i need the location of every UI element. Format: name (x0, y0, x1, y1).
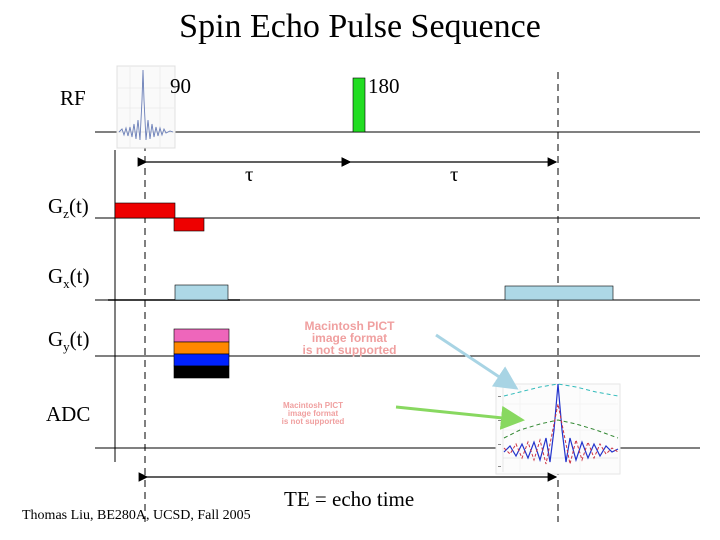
pict1-line3: is not supported (302, 343, 397, 357)
gz-slice-select-lobe (114, 202, 176, 219)
gz-label-suffix: (t) (68, 194, 89, 218)
gy-step-3 (173, 353, 230, 367)
pict-placeholder-1: Macintosh PICT image format is not suppo… (262, 320, 437, 356)
gy-label-suffix: (t) (69, 327, 90, 351)
pict1-line2: image format (311, 331, 388, 345)
pict-placeholder-2: Macintosh PICT image format is not suppo… (258, 402, 368, 426)
pict1-line1: Macintosh PICT (304, 319, 395, 333)
gy-step-2 (173, 341, 230, 355)
gx-prephaser-lobe (174, 284, 229, 301)
rf-sinc-thumbnail (116, 65, 176, 149)
green-pointer-arrow (395, 405, 525, 430)
tau1-label: τ (245, 162, 254, 186)
gy-step-4 (173, 365, 230, 379)
gx-label-base: G (48, 264, 64, 288)
gy-label-sub: y (63, 339, 70, 355)
page-title: Spin Echo Pulse Sequence (179, 8, 541, 45)
gz-label-base: G (48, 194, 64, 218)
gx-label-suffix: (t) (69, 264, 90, 288)
pulse-180-label: 180 (368, 74, 400, 98)
gy-label-base: G (48, 327, 64, 351)
rf-180-pulse (352, 77, 366, 133)
pict2-line3: is not supported (281, 417, 345, 426)
gx-readout-lobe (504, 285, 614, 301)
pict2-line2: image format (287, 409, 339, 418)
pict2-line1: Macintosh PICT (282, 401, 343, 410)
pulse-90-label: 90 (170, 74, 191, 98)
adc-row-label: ADC (46, 402, 91, 426)
gy-step-1 (173, 328, 230, 343)
gx-label-sub: x (63, 276, 70, 292)
gz-refocus-lobe (173, 217, 205, 232)
blue-pointer-arrow (435, 333, 519, 390)
rf-row-label: RF (60, 86, 86, 110)
gy-row-label: Gy(t) (48, 327, 90, 355)
te-label: TE = echo time (284, 487, 415, 511)
tau2-label: τ (450, 162, 459, 186)
gx-row-label: Gx(t) (48, 264, 90, 292)
echo-signal-plot (495, 383, 621, 475)
gz-row-label: Gz(t) (48, 194, 89, 222)
gz-label-sub: z (63, 206, 69, 222)
author-credit: Thomas Liu, BE280A, UCSD, Fall 2005 (22, 508, 251, 523)
